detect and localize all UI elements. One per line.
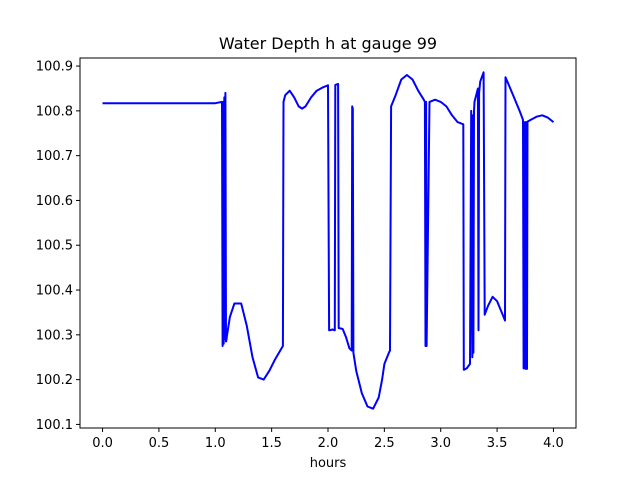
y-tick-label: 100.3 [36,328,73,343]
x-tick-label: 1.5 [261,436,282,451]
x-tick-label: 3.5 [487,436,508,451]
x-tick-label: 1.0 [205,436,226,451]
x-tick-label: 2.0 [318,436,339,451]
x-tick-label: 2.5 [374,436,395,451]
x-tick-label: 4.0 [543,436,564,451]
x-axis-label: hours [310,456,347,471]
y-tick-label: 100.2 [36,373,73,388]
y-tick-label: 100.9 [36,60,73,75]
y-tick-label: 100.4 [36,284,73,299]
y-tick-label: 100.7 [36,149,73,164]
x-tick-label: 3.0 [430,436,451,451]
plot-frame [79,57,577,429]
series-line [102,71,555,410]
x-tick-label: 0.0 [92,436,113,451]
y-tick-label: 100.1 [36,418,73,433]
y-tick-label: 100.8 [36,104,73,119]
axis-ticks: 0.0 0.5 1.0 1.5 2.0 2.5 3.0 3.5 4.0 100.1 100.2 100… [36,60,564,451]
chart-title: Water Depth h at gauge 99 [219,34,437,53]
x-tick-label: 0.5 [149,436,170,451]
y-tick-label: 100.5 [36,239,73,254]
y-tick-label: 100.6 [36,194,73,209]
